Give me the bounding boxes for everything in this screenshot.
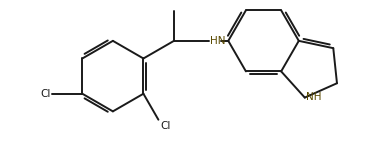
Text: NH: NH [306, 92, 322, 102]
Text: Cl: Cl [160, 121, 170, 131]
Text: Cl: Cl [40, 89, 51, 99]
Text: HN: HN [210, 36, 225, 46]
